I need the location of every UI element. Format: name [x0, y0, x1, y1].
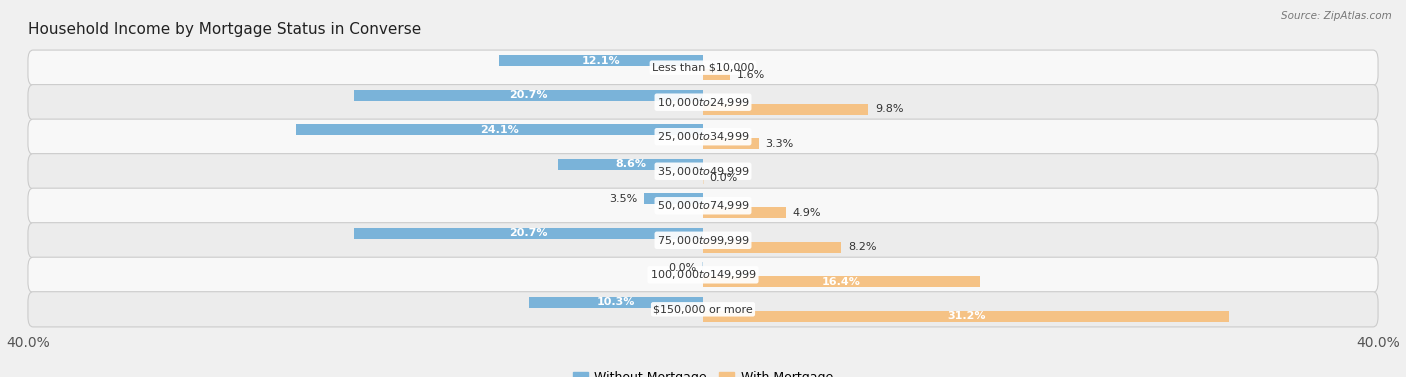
- Text: 20.7%: 20.7%: [509, 90, 547, 100]
- Bar: [354, 90, 703, 101]
- Bar: [529, 297, 703, 308]
- Text: $25,000 to $34,999: $25,000 to $34,999: [657, 130, 749, 143]
- Bar: [703, 242, 841, 253]
- Bar: [703, 104, 869, 115]
- Text: 0.0%: 0.0%: [668, 263, 696, 273]
- Text: 8.6%: 8.6%: [614, 159, 645, 169]
- Text: 3.5%: 3.5%: [609, 194, 637, 204]
- FancyBboxPatch shape: [28, 257, 1378, 293]
- Bar: [297, 124, 703, 135]
- FancyBboxPatch shape: [28, 223, 1378, 258]
- Text: 12.1%: 12.1%: [582, 56, 620, 66]
- Text: Source: ZipAtlas.com: Source: ZipAtlas.com: [1281, 11, 1392, 21]
- FancyBboxPatch shape: [28, 84, 1378, 120]
- Text: 1.6%: 1.6%: [737, 70, 765, 80]
- FancyBboxPatch shape: [28, 188, 1378, 223]
- FancyBboxPatch shape: [28, 154, 1378, 189]
- Text: 9.8%: 9.8%: [875, 104, 904, 114]
- Text: 10.3%: 10.3%: [598, 297, 636, 307]
- Bar: [703, 207, 786, 218]
- Text: $35,000 to $49,999: $35,000 to $49,999: [657, 165, 749, 178]
- Bar: [354, 228, 703, 239]
- Text: 8.2%: 8.2%: [848, 242, 876, 252]
- Bar: [558, 159, 703, 170]
- Bar: [644, 193, 703, 204]
- Bar: [703, 69, 730, 80]
- FancyBboxPatch shape: [28, 50, 1378, 85]
- Text: $75,000 to $99,999: $75,000 to $99,999: [657, 234, 749, 247]
- Bar: [703, 311, 1229, 322]
- Text: 0.0%: 0.0%: [710, 173, 738, 183]
- FancyBboxPatch shape: [28, 119, 1378, 154]
- Text: 31.2%: 31.2%: [948, 311, 986, 321]
- FancyBboxPatch shape: [28, 292, 1378, 327]
- Bar: [499, 55, 703, 66]
- Text: Less than $10,000: Less than $10,000: [652, 63, 754, 73]
- Bar: [703, 138, 759, 149]
- Text: $50,000 to $74,999: $50,000 to $74,999: [657, 199, 749, 212]
- Text: 20.7%: 20.7%: [509, 228, 547, 238]
- Text: $10,000 to $24,999: $10,000 to $24,999: [657, 96, 749, 109]
- Bar: [703, 276, 980, 287]
- Text: 3.3%: 3.3%: [765, 139, 793, 149]
- Text: $150,000 or more: $150,000 or more: [654, 304, 752, 314]
- Text: 4.9%: 4.9%: [793, 208, 821, 218]
- Text: Household Income by Mortgage Status in Converse: Household Income by Mortgage Status in C…: [28, 22, 422, 37]
- Legend: Without Mortgage, With Mortgage: Without Mortgage, With Mortgage: [568, 366, 838, 377]
- Text: $100,000 to $149,999: $100,000 to $149,999: [650, 268, 756, 281]
- Text: 16.4%: 16.4%: [823, 277, 860, 287]
- Text: 24.1%: 24.1%: [481, 125, 519, 135]
